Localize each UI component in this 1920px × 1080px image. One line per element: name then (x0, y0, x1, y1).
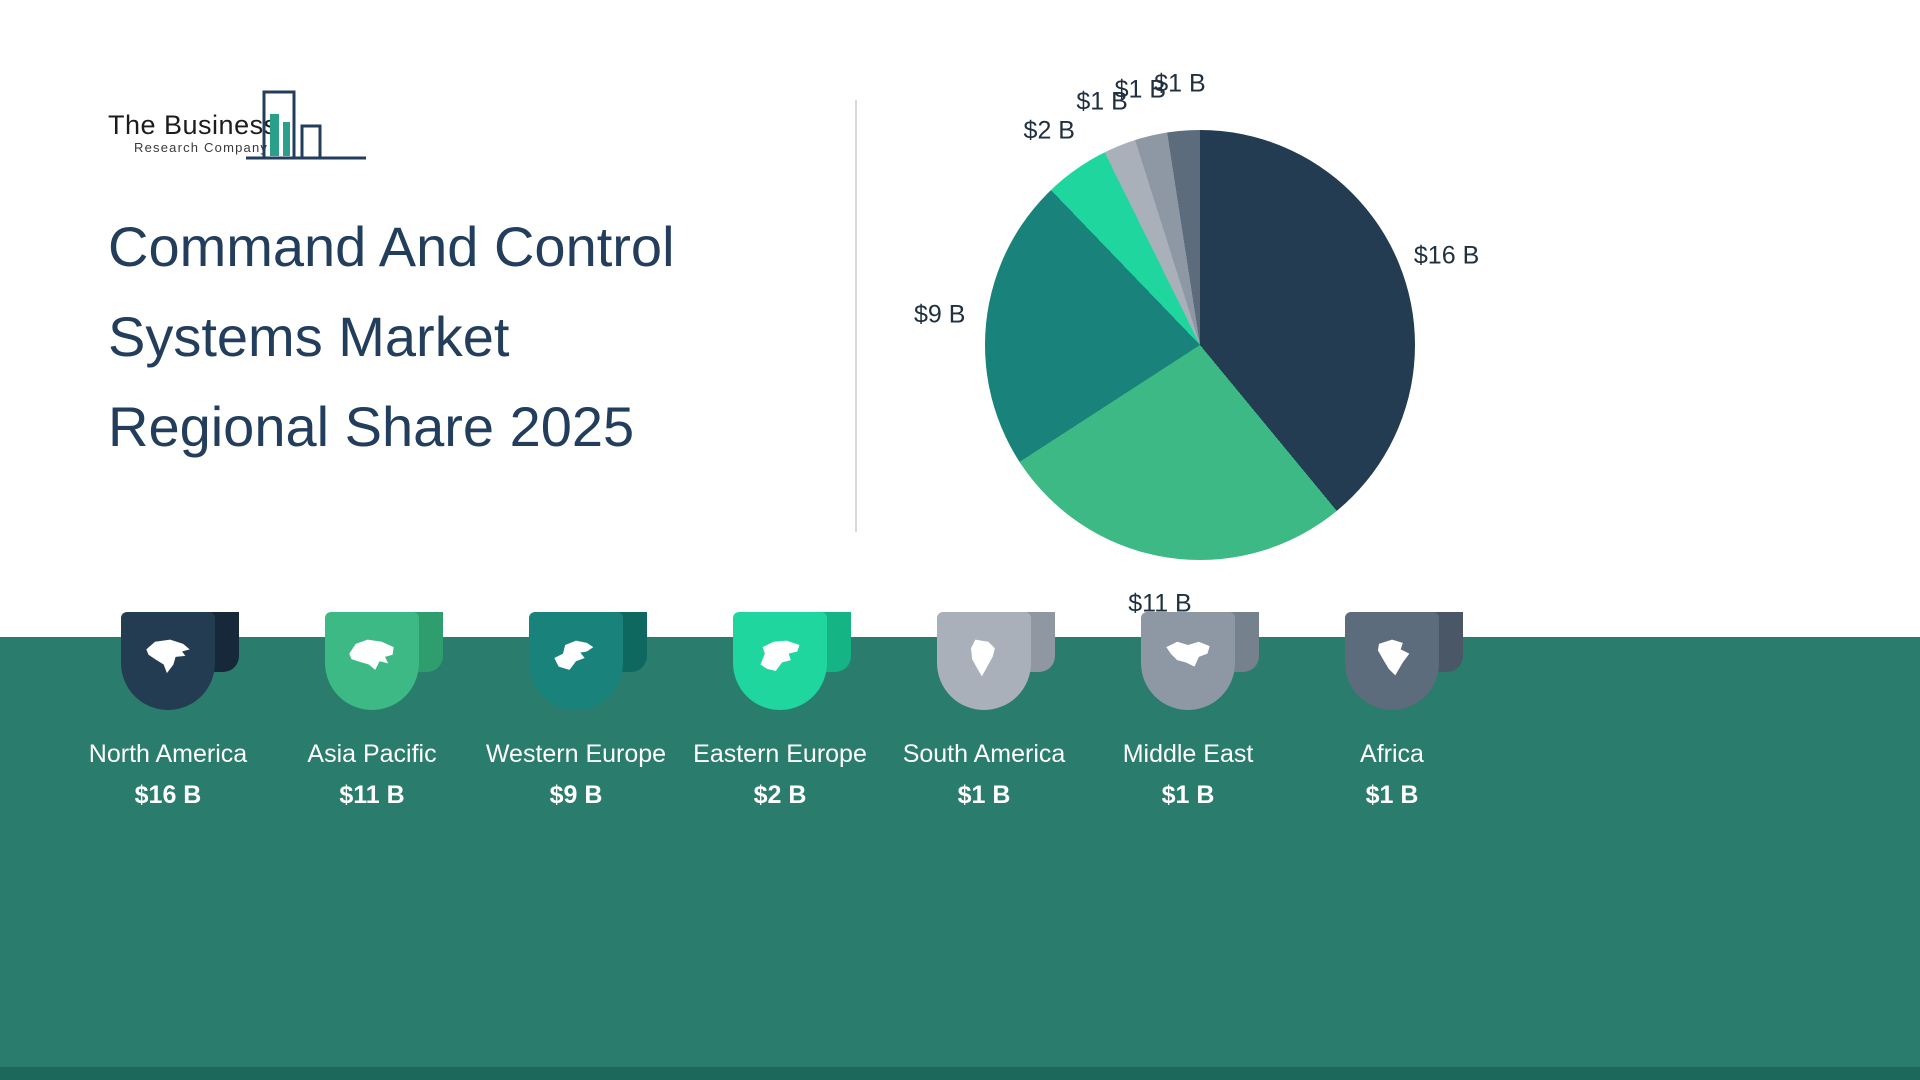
ribbon-badge (325, 612, 443, 710)
legend-item: South America $1 B (886, 612, 1082, 810)
ribbon-front (325, 612, 419, 710)
company-logo: The Business Research Company (108, 88, 368, 178)
asia-map-icon (349, 639, 394, 670)
pie-chart-area: $16 B $11 B $9 B $2 B $1 B $1 B $1 B (890, 35, 1510, 655)
legend-value: $16 B (134, 781, 202, 809)
pie-value-label: $1 B (1114, 75, 1167, 104)
legend-item: Middle East $1 B (1090, 612, 1286, 810)
pie-chart (985, 130, 1415, 560)
title-line-3: Regional Share 2025 (108, 395, 635, 458)
title-line-2: Systems Market (108, 305, 510, 368)
pie-value-label: $16 B (1413, 241, 1480, 270)
ribbon-front (121, 612, 215, 710)
ribbon-badge (529, 612, 647, 710)
ribbon-front (1345, 612, 1439, 710)
logo-barchart-icon (246, 90, 366, 160)
pie-value-label: $2 B (1023, 116, 1075, 145)
legend-label: North America (88, 740, 248, 768)
legend-value: $1 B (1161, 781, 1215, 809)
ribbon-front (937, 612, 1031, 710)
ribbon-badge (121, 612, 239, 710)
legend-item: Asia Pacific $11 B (274, 612, 470, 810)
western-europe-map-icon (554, 640, 594, 670)
legend-value: $11 B (339, 781, 405, 809)
legend-item: Africa $1 B (1294, 612, 1490, 810)
middle-east-map-icon (1166, 641, 1210, 667)
legend-row: North America $16 B Asia Pacific $11 B (70, 612, 1490, 810)
legend-label: Middle East (1122, 740, 1254, 768)
eastern-europe-map-icon (760, 640, 800, 671)
title-line-1: Command And Control (108, 215, 675, 278)
ribbon-front (733, 612, 827, 710)
pie-value-label: $9 B (914, 300, 966, 329)
legend-label: South America (902, 740, 1066, 768)
legend-value: $1 B (1365, 781, 1419, 809)
ribbon-badge (1345, 612, 1463, 710)
band-bottom-strip (0, 1067, 1920, 1080)
page-title: Command And Control Systems Market Regio… (108, 202, 808, 472)
legend-value: $9 B (549, 781, 603, 809)
legend-item: Eastern Europe $2 B (682, 612, 878, 810)
legend-label: Asia Pacific (307, 740, 437, 768)
ribbon-front (1141, 612, 1235, 710)
legend-label: Africa (1360, 740, 1424, 768)
pie-value-label: $1 B (1154, 69, 1206, 98)
legend-value: $2 B (753, 781, 807, 809)
south-america-map-icon (971, 639, 995, 677)
vertical-divider (855, 100, 857, 532)
legend-item: Western Europe $9 B (478, 612, 674, 810)
legend-band (0, 637, 1920, 1080)
ribbon-badge (937, 612, 1055, 710)
legend-label: Western Europe (485, 740, 667, 768)
legend-value: $1 B (957, 781, 1011, 809)
brand-subtitle: Research Company (134, 140, 269, 155)
ribbon-badge (733, 612, 851, 710)
north-america-map-icon (146, 639, 190, 674)
africa-map-icon (1377, 639, 1410, 676)
ribbon-badge (1141, 612, 1259, 710)
legend-item: North America $16 B (70, 612, 266, 810)
ribbon-front (529, 612, 623, 710)
pie-value-label: $1 B (1076, 87, 1128, 116)
legend-label: Eastern Europe (693, 740, 867, 768)
brand-name: The Business (108, 110, 278, 140)
